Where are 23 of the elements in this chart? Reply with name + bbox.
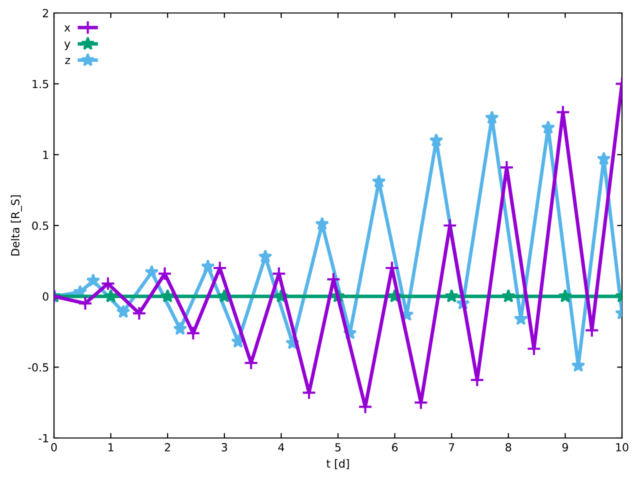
y-axis-title: Delta [R_S] xyxy=(10,195,22,256)
x-tick-label: 0 xyxy=(51,443,57,452)
y-tick-label: 0.5 xyxy=(32,221,48,230)
y-tick-label: -1 xyxy=(38,434,48,442)
x-tick-label: 10 xyxy=(616,443,628,452)
legend-label: x xyxy=(64,25,70,32)
x-tick-label: 9 xyxy=(562,443,568,452)
y-tick-label: 1 xyxy=(43,150,48,159)
legend-label: z xyxy=(65,58,70,64)
y-tick-label: -0.5 xyxy=(28,363,48,372)
x-tick-label: 6 xyxy=(392,443,398,452)
x-tick-label: 4 xyxy=(278,443,284,452)
x-tick-label: 2 xyxy=(164,443,170,452)
x-tick-label: 5 xyxy=(335,443,341,452)
x-tick-label: 1 xyxy=(108,443,114,452)
x-axis-title: t [d] xyxy=(326,459,349,470)
x-tick-label: 8 xyxy=(506,443,512,452)
legend-label: y xyxy=(64,42,70,50)
x-tick-label: 3 xyxy=(222,443,228,452)
y-tick-label: 2 xyxy=(42,8,48,18)
x-tick-label: 7 xyxy=(448,443,454,452)
y-tick-label: 1.5 xyxy=(32,80,48,88)
y-tick-label: 0 xyxy=(42,292,48,301)
